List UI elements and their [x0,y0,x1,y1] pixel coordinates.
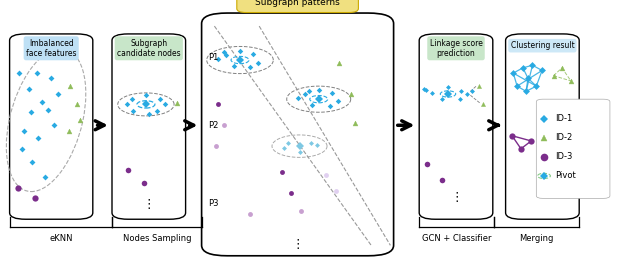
Text: Clustering result: Clustering result [511,41,574,50]
Text: Nodes Sampling: Nodes Sampling [122,234,191,242]
Text: ID-1: ID-1 [556,114,573,123]
FancyBboxPatch shape [10,34,93,219]
Text: Merging: Merging [520,234,554,242]
Text: P3: P3 [208,199,218,208]
FancyBboxPatch shape [506,34,579,219]
Text: ⋮: ⋮ [291,238,304,251]
FancyBboxPatch shape [112,34,186,219]
FancyBboxPatch shape [419,34,493,219]
Text: ID-3: ID-3 [556,152,573,161]
Text: Subgraph patterns: Subgraph patterns [255,0,340,7]
Text: GCN + Classifier: GCN + Classifier [422,234,492,242]
FancyBboxPatch shape [237,0,358,13]
Text: ⋮: ⋮ [450,191,463,204]
Text: P2: P2 [208,121,218,130]
FancyBboxPatch shape [536,99,610,198]
Text: Linkage score
prediction: Linkage score prediction [429,39,483,58]
Text: Pivot: Pivot [556,171,576,180]
Text: P1: P1 [208,53,218,62]
FancyBboxPatch shape [202,13,394,256]
Text: Subgraph
candidate nodes: Subgraph candidate nodes [117,39,180,58]
Text: eKNN: eKNN [49,234,72,242]
Text: Imbalanced
face features: Imbalanced face features [26,39,76,58]
Text: ⋮: ⋮ [143,198,156,211]
Text: ID-2: ID-2 [556,133,573,142]
